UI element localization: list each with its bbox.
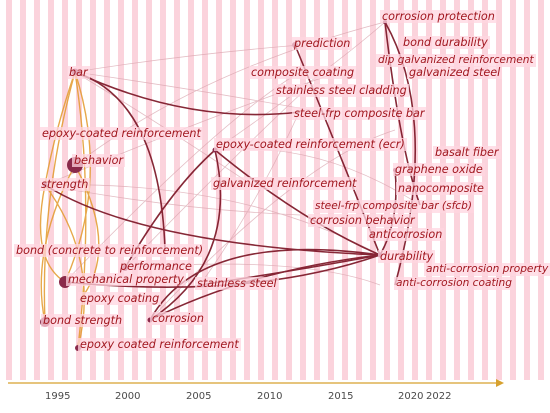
time-slice-stripe xyxy=(6,0,12,380)
year-label: 2000 xyxy=(115,391,141,402)
year-label: 2010 xyxy=(257,391,283,402)
keyword-behavior: behavior xyxy=(72,154,126,167)
keyword-stainless-steel-cladding: stainless steel cladding xyxy=(274,84,409,97)
time-slice-stripe xyxy=(328,0,334,380)
keyword-strength: strength xyxy=(39,178,91,191)
keyword-corrosion-behavior: corrosion behavior xyxy=(308,214,417,227)
time-slice-stripe xyxy=(244,0,250,380)
keyword-bar: bar xyxy=(67,66,90,79)
keyword-corrosion: corrosion xyxy=(150,312,206,325)
year-label: 2005 xyxy=(186,391,212,402)
time-slice-stripe xyxy=(230,0,236,380)
keyword-bond-strength: bond strength xyxy=(41,314,125,327)
keyword-composite-coating: composite coating xyxy=(249,66,357,79)
keyword-graphene-oxide: graphene oxide xyxy=(393,163,485,176)
keyword-mechanical-property: mechanical property xyxy=(66,273,186,286)
time-slice-stripe xyxy=(342,0,348,380)
keyword-steel-frp-composite-bar: steel-frp composite bar xyxy=(292,107,427,120)
keyword-anti-corrosion-property: anti-corrosion property xyxy=(424,263,550,276)
time-slice-stripe xyxy=(300,0,306,380)
keyword-corrosion-protection: corrosion protection xyxy=(380,10,497,23)
keyword-epoxy-coated-reinforcement-2: epoxy coated reinforcement xyxy=(78,338,241,351)
time-slice-stripe xyxy=(90,0,96,380)
keyword-galvanized-reinforcement: galvanized reinforcement xyxy=(211,177,359,190)
keyword-basalt-fiber: basalt fiber xyxy=(433,146,501,159)
keyword-bond-durability: bond durability xyxy=(401,36,490,49)
time-slice-stripe xyxy=(524,0,530,380)
keyword-anti-corrosion-coating: anti-corrosion coating xyxy=(394,277,514,290)
axis-arrow-icon xyxy=(496,379,504,387)
time-slice-stripe xyxy=(146,0,152,380)
time-slice-stripe xyxy=(510,0,516,380)
time-slice-stripe xyxy=(384,0,390,380)
keyword-stainless-steel: stainless steel xyxy=(195,277,279,290)
year-label: 2020 xyxy=(398,391,424,402)
time-slice-stripe xyxy=(356,0,362,380)
time-slice-stripe xyxy=(20,0,26,380)
time-slice-stripe xyxy=(216,0,222,380)
time-slice-stripe xyxy=(202,0,208,380)
keyword-prediction: prediction xyxy=(292,37,353,50)
keyword-epoxy-coated-reinforcement-ecr: epoxy-coated reinforcement (ecr) xyxy=(214,138,407,151)
time-slice-stripe xyxy=(314,0,320,380)
year-label: 2022 xyxy=(426,391,452,402)
timeline-axis xyxy=(8,379,504,387)
year-label: 2015 xyxy=(328,391,354,402)
time-slice-stripe xyxy=(538,0,544,380)
keyword-anticorrosion: anticorrosion xyxy=(367,228,445,241)
time-slice-stripe xyxy=(272,0,278,380)
time-slice-stripe xyxy=(118,0,124,380)
time-slice-stripe xyxy=(370,0,376,380)
time-slice-stripe xyxy=(258,0,264,380)
keyword-performance: performance xyxy=(118,260,194,273)
time-slice-stripe xyxy=(104,0,110,380)
keyword-steel-frp-composite-bar-sfcb: steel-frp composite bar (sfcb) xyxy=(313,200,474,213)
keyword-galvanized-steel: galvanized steel xyxy=(407,66,503,79)
year-label: 1995 xyxy=(45,391,71,402)
time-slice-stripe xyxy=(34,0,40,380)
keyword-epoxy-coated-reinforcement: epoxy-coated reinforcement xyxy=(40,127,203,140)
time-slice-stripe xyxy=(188,0,194,380)
keyword-epoxy-coating: epoxy coating xyxy=(78,292,162,305)
keyword-bond-concrete-to-reinforcement: bond (concrete to reinforcement) xyxy=(14,244,206,257)
time-slice-stripe xyxy=(132,0,138,380)
keyword-durability: durability xyxy=(378,250,436,263)
time-slice-stripe xyxy=(496,0,502,380)
keyword-nanocomposite: nanocomposite xyxy=(396,182,486,195)
keyword-dip-galvanized-reinforcement: dip galvanized reinforcement xyxy=(376,54,536,67)
